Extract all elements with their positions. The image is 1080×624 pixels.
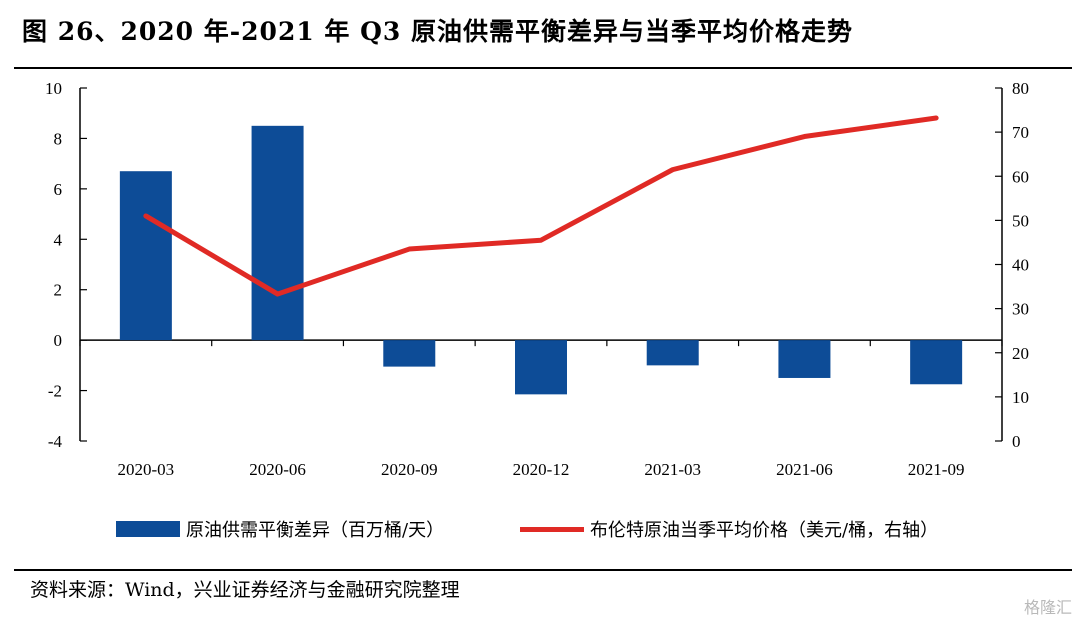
y-right-tick-label: 40 xyxy=(1012,256,1029,275)
x-tick-label: 2021-06 xyxy=(776,460,833,479)
y-right-tick-label: 20 xyxy=(1012,344,1029,363)
x-tick-label: 2020-09 xyxy=(381,460,438,479)
y-left-tick-label: -2 xyxy=(48,382,62,401)
y-left-tick-label: 6 xyxy=(54,180,63,199)
legend-swatch-line xyxy=(520,526,584,532)
bar xyxy=(515,340,567,395)
y-right-tick-label: 10 xyxy=(1012,388,1029,407)
y-right-tick-label: 80 xyxy=(1012,79,1029,98)
x-tick-label: 2021-03 xyxy=(644,460,701,479)
bar xyxy=(383,340,436,367)
watermark-logo: 格隆汇 xyxy=(1023,598,1072,617)
bar xyxy=(778,340,831,378)
legend-swatch-bar xyxy=(116,521,180,537)
legend-label-bar: 原油供需平衡差异（百万桶/天） xyxy=(186,520,445,541)
bar xyxy=(646,340,699,366)
x-tick-label: 2020-03 xyxy=(118,460,175,479)
legend-item-bar: 原油供需平衡差异（百万桶/天） xyxy=(116,516,444,542)
x-tick-label: 2021-09 xyxy=(908,460,965,479)
y-right-tick-label: 0 xyxy=(1012,432,1021,451)
y-left-tick-label: 8 xyxy=(54,129,63,148)
y-right-tick-label: 30 xyxy=(1012,300,1029,319)
y-left-tick-label: 10 xyxy=(45,79,62,98)
x-tick-label: 2020-06 xyxy=(249,460,306,479)
source-divider xyxy=(14,569,1072,571)
y-left-tick-label: 2 xyxy=(54,281,63,300)
x-tick-label: 2020-12 xyxy=(513,460,570,479)
y-left-tick-label: -4 xyxy=(48,432,63,451)
y-right-tick-label: 70 xyxy=(1012,123,1029,142)
chart-title: 图 26、2020 年-2021 年 Q3 原油供需平衡差异与当季平均价格走势 xyxy=(22,17,854,46)
y-right-tick-label: 60 xyxy=(1012,167,1029,186)
title-divider xyxy=(14,67,1072,69)
source-note: 资料来源：Wind，兴业证券经济与金融研究院整理 xyxy=(30,579,460,601)
y-right-tick-label: 50 xyxy=(1012,211,1029,230)
bar xyxy=(119,171,172,341)
y-left-tick-label: 0 xyxy=(54,331,63,350)
legend-label-line: 布伦特原油当季平均价格（美元/桶，右轴） xyxy=(590,520,939,541)
bar xyxy=(910,340,963,385)
bar xyxy=(251,125,304,341)
legend-item-line: 布伦特原油当季平均价格（美元/桶，右轴） xyxy=(520,516,938,542)
y-left-tick-label: 4 xyxy=(54,230,63,249)
